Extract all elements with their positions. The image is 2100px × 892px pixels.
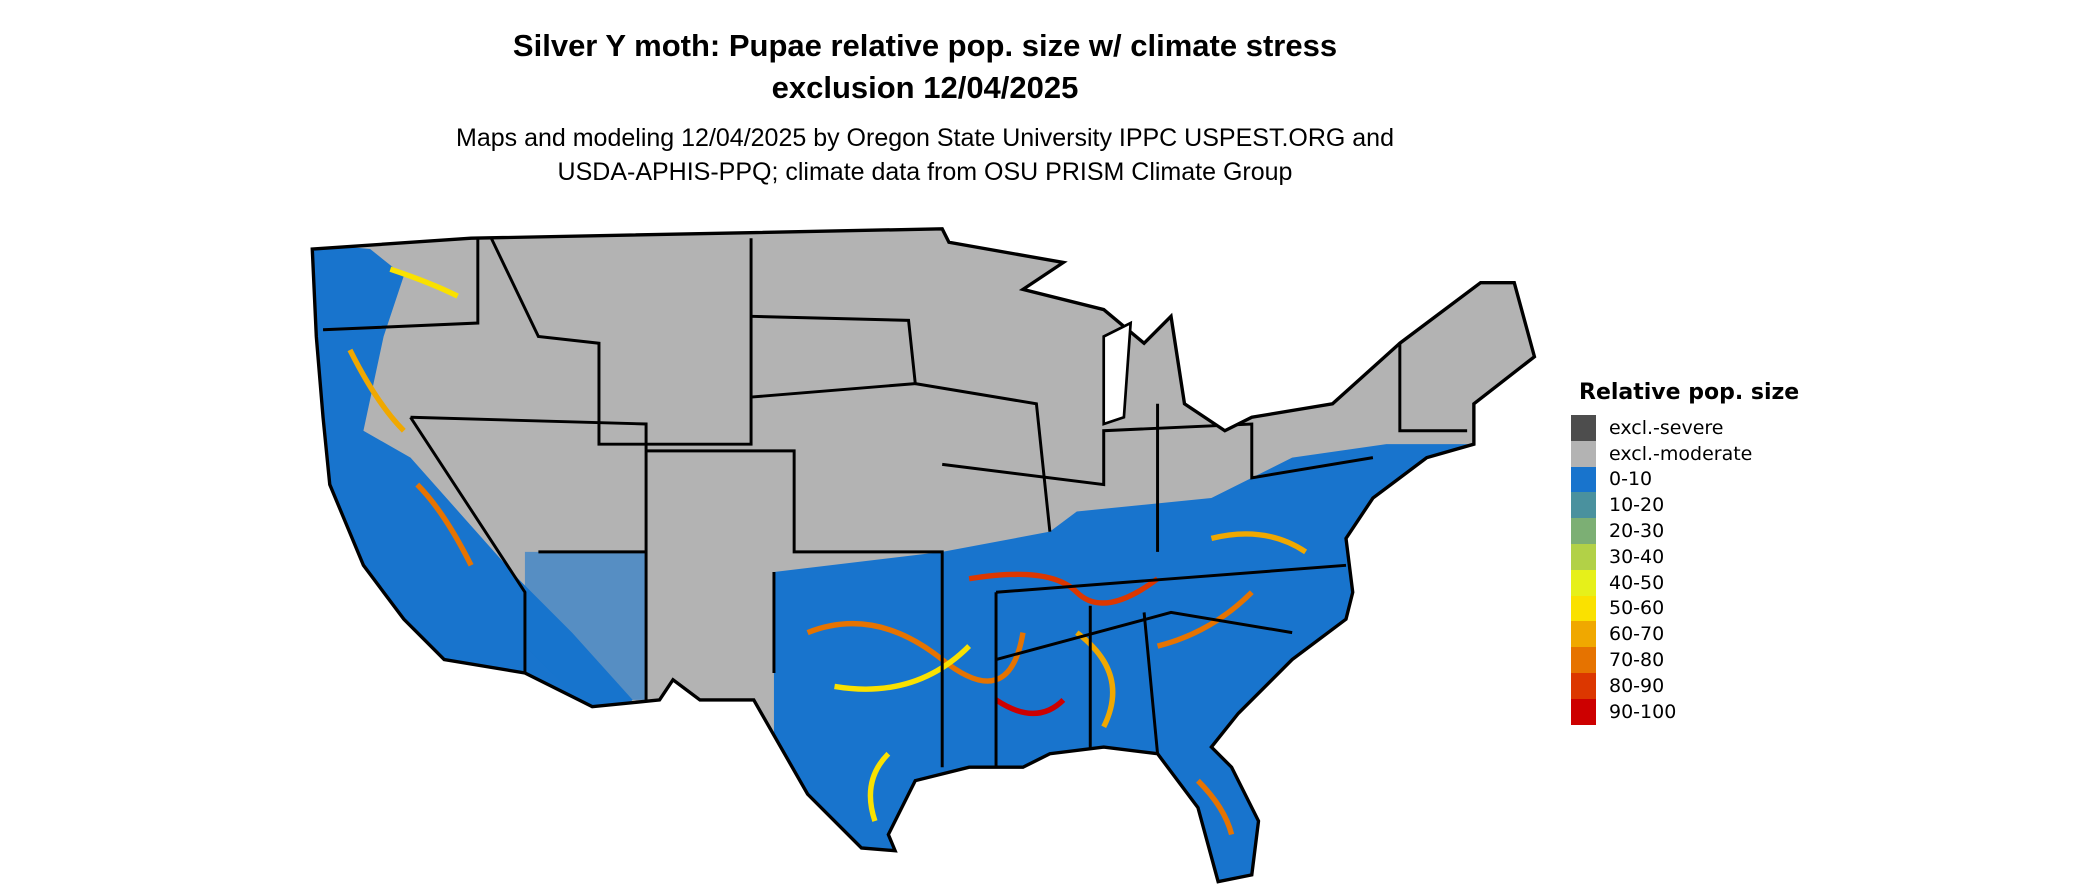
map-title-line2: exclusion 12/04/2025	[771, 70, 1079, 105]
legend-label: 10-20	[1609, 494, 1665, 517]
legend-item: 50-60	[1571, 595, 1799, 622]
legend-title: Relative pop. size	[1579, 380, 1800, 405]
legend-label: 70-80	[1609, 649, 1665, 672]
legend-item: 30-40	[1571, 543, 1799, 570]
map-subtitle-line2: USDA-APHIS-PPQ; climate data from OSU PR…	[557, 158, 1293, 186]
legend-item: 90-100	[1571, 698, 1799, 725]
legend-swatch	[1571, 440, 1596, 467]
legend-item: 70-80	[1571, 647, 1799, 673]
hotspots	[347, 266, 1308, 836]
state-borders	[322, 237, 1468, 768]
legend-swatch	[1571, 569, 1596, 596]
legend-label: 0-10	[1609, 468, 1653, 491]
legend-label: 40-50	[1609, 571, 1665, 594]
legend-label: 50-60	[1609, 597, 1665, 620]
legend-swatch	[1571, 672, 1596, 699]
legend-swatch	[1571, 518, 1596, 544]
legend-swatch	[1571, 415, 1596, 441]
legend-swatch	[1571, 543, 1596, 570]
legend-item: excl.-moderate	[1571, 440, 1799, 467]
legend-item: 40-50	[1571, 569, 1799, 596]
legend-swatch	[1571, 595, 1596, 622]
legend-swatch	[1571, 492, 1596, 519]
legend-item: excl.-severe	[1571, 415, 1799, 441]
great-lakes	[1102, 320, 1133, 426]
legend: Relative pop. size excl.-severe excl.-mod…	[1571, 380, 1799, 725]
legend-swatch	[1571, 621, 1596, 648]
legend-label: 20-30	[1609, 520, 1665, 543]
map-title-line1: Silver Y moth: Pupae relative pop. size …	[512, 28, 1338, 63]
suitable-region-southwest	[524, 551, 647, 700]
legend-item: 10-20	[1571, 492, 1799, 519]
legend-label: 60-70	[1609, 623, 1665, 646]
legend-item: 20-30	[1571, 518, 1799, 544]
legend-label: 90-100	[1609, 700, 1677, 723]
legend-swatch	[1571, 698, 1596, 725]
legend-label: excl.-severe	[1609, 416, 1724, 439]
legend-label: excl.-moderate	[1609, 442, 1753, 465]
legend-item: 60-70	[1571, 621, 1799, 648]
legend-label: 30-40	[1609, 545, 1665, 568]
legend-swatch	[1571, 466, 1596, 493]
legend-swatch	[1571, 647, 1596, 673]
map-subtitle-line1: Maps and modeling 12/04/2025 by Oregon S…	[456, 124, 1394, 152]
legend-item: 80-90	[1571, 672, 1799, 699]
legend-item: 0-10	[1571, 466, 1799, 493]
legend-label: 80-90	[1609, 674, 1665, 697]
